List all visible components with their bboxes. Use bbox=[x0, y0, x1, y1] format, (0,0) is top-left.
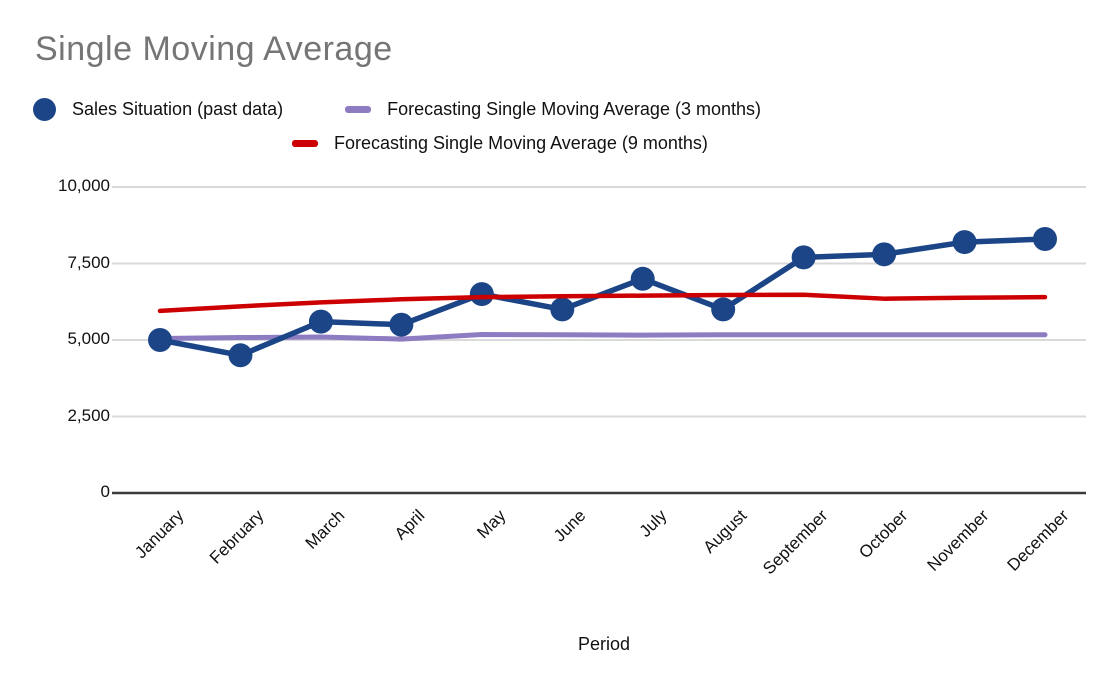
legend-row-1: Sales Situation (past data) Forecasting … bbox=[33, 96, 761, 122]
series-sales-point bbox=[952, 230, 977, 255]
series-sales-point bbox=[550, 297, 575, 322]
series-sales-point bbox=[1033, 227, 1057, 252]
series-sales-point bbox=[148, 328, 172, 352]
legend-label-ma3: Forecasting Single Moving Average (3 mon… bbox=[387, 98, 761, 119]
legend-marker-ma9-dash bbox=[292, 139, 318, 147]
series-sales-point bbox=[308, 309, 333, 334]
y-tick-label: 0 bbox=[100, 482, 110, 501]
series-sales-point bbox=[872, 242, 897, 267]
x-axis-title: Period bbox=[577, 634, 631, 654]
legend-row-2: Forecasting Single Moving Average (9 mon… bbox=[292, 130, 708, 156]
chart-title: Single Moving Average bbox=[35, 30, 393, 68]
y-tick-label: 2,500 bbox=[67, 405, 110, 425]
series-sales-point bbox=[630, 266, 655, 291]
y-tick-label: 10,000 bbox=[58, 176, 110, 195]
series-sales-point bbox=[228, 343, 253, 368]
series-sales-point bbox=[711, 297, 736, 322]
series-sales-point bbox=[791, 245, 816, 270]
y-tick-label: 5,000 bbox=[67, 329, 110, 348]
series-sales-point bbox=[389, 312, 414, 337]
legend-label-sales: Sales Situation (past data) bbox=[72, 98, 284, 119]
legend-marker-sales-circle bbox=[33, 97, 56, 121]
series-ma3-line bbox=[157, 331, 1048, 342]
y-tick-label: 7,500 bbox=[67, 252, 110, 272]
series-sales-point bbox=[469, 282, 494, 307]
series-ma9-line bbox=[157, 292, 1048, 314]
legend-label-ma9: Forecasting Single Moving Average (9 mon… bbox=[334, 132, 708, 153]
legend-marker-ma3-dash bbox=[345, 105, 372, 113]
